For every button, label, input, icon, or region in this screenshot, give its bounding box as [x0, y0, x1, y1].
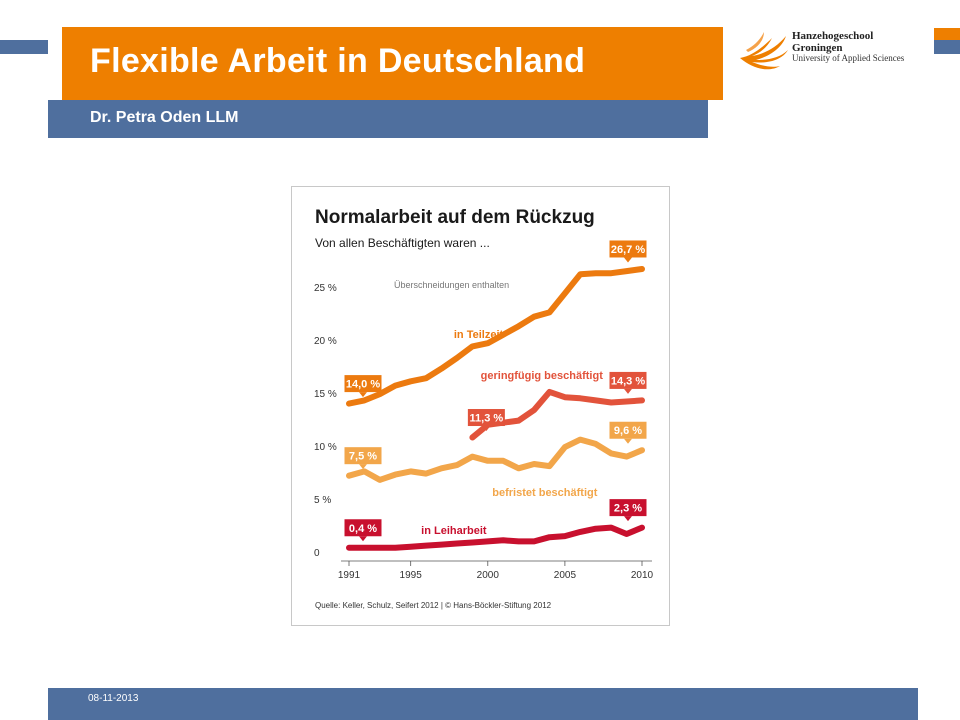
logo-name-line2: Groningen [792, 41, 843, 54]
series-name-geringfugig-beschaftigt: geringfügig beschäftigt [481, 370, 604, 382]
y-tick-label: 0 [314, 548, 320, 559]
svg-text:14,3 %: 14,3 % [611, 375, 645, 387]
start-value-label-in-leiharbeit: 0,4 % [344, 519, 382, 542]
chart-title: Normalarbeit auf dem Rückzug [315, 207, 595, 228]
end-value-label-in-teilzeit: 26,7 % [609, 240, 647, 263]
svg-text:0,4 %: 0,4 % [349, 523, 377, 535]
decorative-bar-left [0, 40, 48, 54]
decorative-bar-right-blue [934, 40, 960, 54]
series-name-befristet-beschaftigt: befristet beschäftigt [492, 487, 597, 499]
chart-source: Quelle: Keller, Schulz, Seifert 2012 | ©… [315, 601, 552, 610]
slide-title: Flexible Arbeit in Deutschland [90, 42, 586, 80]
series-line-in-teilzeit [346, 266, 645, 407]
chart-note: Überschneidungen enthalten [394, 280, 509, 290]
series-name-in-leiharbeit: in Leiharbeit [421, 525, 487, 537]
svg-text:14,0 %: 14,0 % [346, 379, 380, 391]
svg-text:9,6 %: 9,6 % [614, 425, 642, 437]
series-name-in-teilzeit: in Teilzeit [454, 329, 504, 341]
footer-date: 08-11-2013 [88, 693, 139, 704]
flame-logo-icon [740, 32, 788, 70]
y-tick-label: 5 % [314, 495, 331, 506]
x-tick-label: 1991 [338, 570, 361, 581]
decorative-bar-right-orange [934, 28, 960, 40]
end-value-label-geringfugig-beschaftigt: 14,3 % [609, 371, 647, 394]
chart-frame: Normalarbeit auf dem Rückzug Von allen B… [291, 186, 670, 626]
series-line-befristet-beschaftigt [346, 436, 645, 483]
y-tick-label: 25 % [314, 283, 337, 294]
subtitle-bar [48, 100, 708, 138]
end-value-label-in-leiharbeit: 2,3 % [609, 499, 647, 522]
svg-text:26,7 %: 26,7 % [611, 244, 645, 256]
y-tick-label: 10 % [314, 442, 337, 453]
svg-text:11,3 %: 11,3 % [470, 413, 504, 425]
hanzehogeschool-logo: Hanzehogeschool Groningen University of … [738, 28, 918, 72]
x-tick-label: 1995 [400, 570, 423, 581]
start-value-label-geringfugig-beschaftigt: 11,3 % [467, 409, 505, 432]
footer-bar [48, 688, 918, 720]
chart-subtitle: Von allen Beschäftigten waren ... [315, 236, 490, 250]
x-tick-label: 2010 [631, 570, 654, 581]
start-value-label-befristet-beschaftigt: 7,5 % [344, 447, 382, 470]
slide-subtitle: Dr. Petra Oden LLM [90, 109, 239, 126]
svg-text:2,3 %: 2,3 % [614, 503, 642, 515]
start-value-label-in-teilzeit: 14,0 % [344, 375, 382, 398]
logo-name-line1: Hanzehogeschool [792, 30, 874, 42]
end-value-label-befristet-beschaftigt: 9,6 % [609, 421, 647, 444]
x-tick-label: 2005 [554, 570, 577, 581]
title-bar [62, 27, 723, 100]
svg-text:7,5 %: 7,5 % [349, 451, 377, 463]
line-chart: Normalarbeit auf dem Rückzug Von allen B… [314, 207, 654, 610]
y-tick-label: 15 % [314, 389, 337, 400]
y-tick-label: 20 % [314, 336, 337, 347]
x-tick-label: 2000 [477, 570, 500, 581]
logo-tagline: University of Applied Sciences [792, 53, 905, 64]
series-line-in-leiharbeit [346, 524, 645, 551]
